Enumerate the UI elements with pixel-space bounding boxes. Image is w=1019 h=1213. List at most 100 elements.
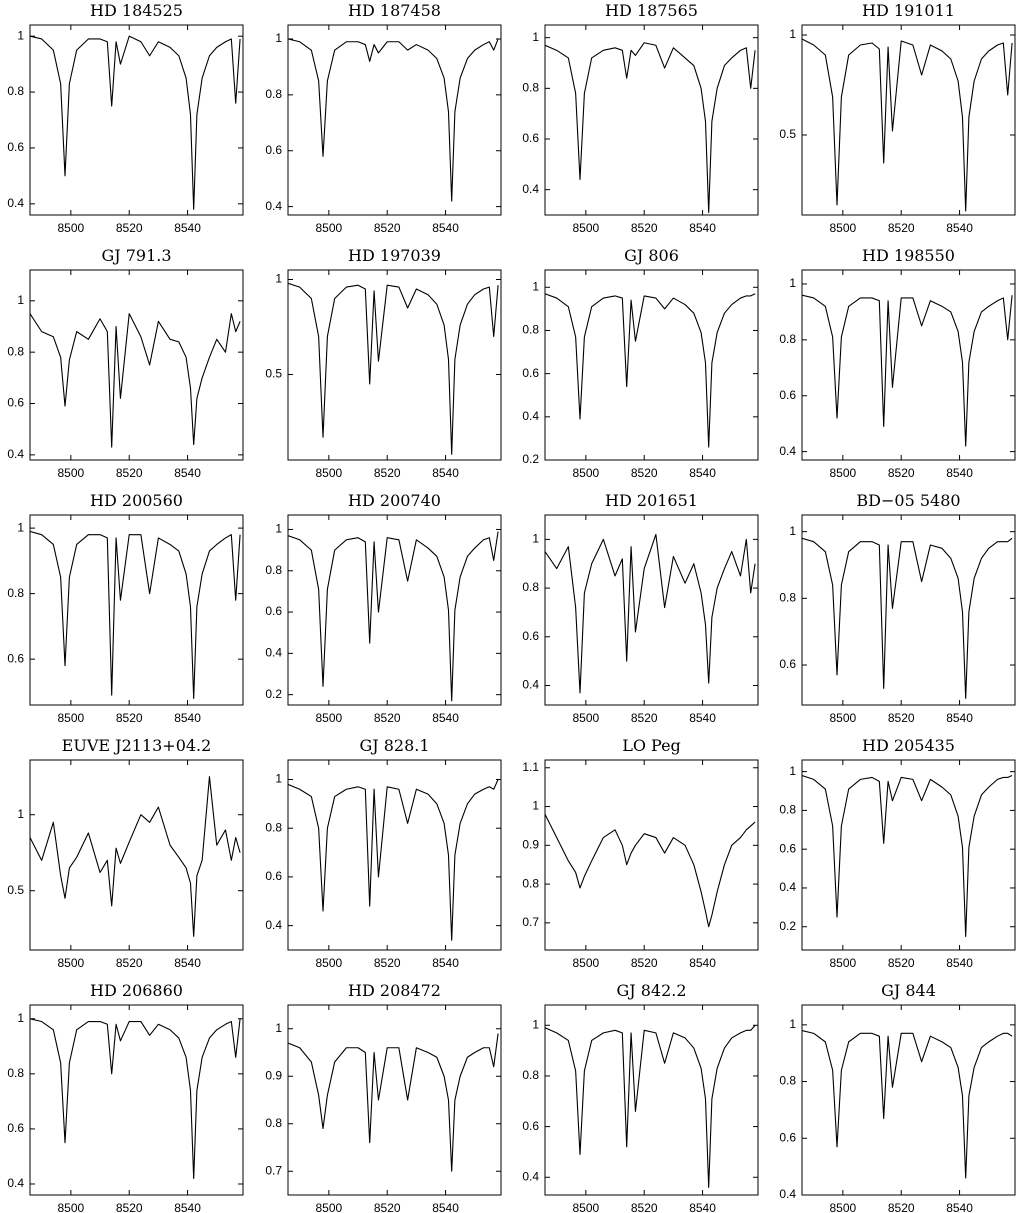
x-tick-label: 8500 <box>57 711 84 725</box>
x-tick-label: 8520 <box>888 711 915 725</box>
spectrum-line <box>30 1018 241 1180</box>
spectrum-line <box>802 1029 1013 1179</box>
plot-frame <box>287 514 502 706</box>
y-tick-label: 0.6 <box>779 657 796 671</box>
panel: GJ 791.3 0.4 0.6 0.8 1 8500 8520 8540 <box>7 246 244 480</box>
y-tick-label: 0.8 <box>265 87 282 101</box>
x-tick-label: 8520 <box>374 711 401 725</box>
y-tick-label: 1 <box>275 522 282 536</box>
spectrum-line <box>288 779 499 941</box>
x-tick-label: 8500 <box>57 1201 84 1213</box>
panel: HD 197039 0.5 1 8500 8520 8540 <box>265 246 502 480</box>
plot-frame <box>287 1004 502 1196</box>
plot-frame <box>544 514 759 706</box>
plot-frame <box>29 759 244 951</box>
plot-frame <box>287 759 502 951</box>
panel-title: HD 187458 <box>348 1 441 20</box>
y-tick-label: 0.8 <box>7 344 24 358</box>
x-tick-label: 8540 <box>946 711 973 725</box>
panel-title: HD 198550 <box>862 246 955 265</box>
y-tick-label: 0.4 <box>779 880 796 894</box>
y-tick-label: 1 <box>532 799 539 813</box>
panel: GJ 844 0.4 0.6 0.8 1 8500 8520 8540 <box>779 981 1016 1213</box>
y-tick-label: 1 <box>17 293 24 307</box>
y-tick-label: 0.8 <box>265 1116 282 1130</box>
y-tick-label: 1 <box>275 772 282 786</box>
x-tick-label: 8500 <box>572 466 599 480</box>
y-tick-label: 0.4 <box>522 182 539 196</box>
y-tick-label: 1 <box>17 1011 24 1025</box>
panel-title: GJ 844 <box>881 981 936 1000</box>
spectrum-line <box>802 38 1013 212</box>
y-tick-label: 1 <box>17 807 24 821</box>
y-tick-label: 0.4 <box>522 678 539 692</box>
plot-frame <box>801 514 1016 706</box>
y-tick-label: 0.6 <box>779 388 796 402</box>
x-tick-label: 8520 <box>631 956 658 970</box>
x-tick-label: 8540 <box>174 221 201 235</box>
y-tick-label: 0.7 <box>522 915 539 929</box>
y-tick-label: 0.6 <box>265 604 282 618</box>
y-tick-label: 0.9 <box>265 1068 282 1082</box>
y-tick-label: 0.2 <box>779 919 796 933</box>
x-tick-label: 8540 <box>946 466 973 480</box>
panel-title: LO Peg <box>622 736 681 755</box>
y-tick-label: 1 <box>275 1021 282 1035</box>
y-tick-label: 0.4 <box>265 918 282 932</box>
y-tick-label: 0.6 <box>522 131 539 145</box>
y-tick-label: 0.8 <box>779 803 796 817</box>
spectrum-line <box>802 537 1013 699</box>
panel-title: HD 191011 <box>862 1 955 20</box>
x-tick-label: 8500 <box>572 711 599 725</box>
y-tick-label: 0.8 <box>7 586 24 600</box>
plot-frame <box>801 24 1016 216</box>
plot-frame <box>287 24 502 216</box>
spectrum-line <box>545 1024 756 1188</box>
x-tick-label: 8540 <box>432 221 459 235</box>
y-tick-label: 1 <box>789 524 796 538</box>
y-tick-label: 1 <box>789 1017 796 1031</box>
spectrum-line <box>802 774 1013 937</box>
x-tick-label: 8520 <box>631 711 658 725</box>
y-tick-label: 0.6 <box>522 366 539 380</box>
y-tick-label: 1 <box>275 31 282 45</box>
y-tick-label: 0.8 <box>522 1068 539 1082</box>
x-tick-label: 8500 <box>572 1201 599 1213</box>
spectrum-line <box>30 776 241 937</box>
spectrum-line <box>288 38 499 202</box>
x-tick-label: 8540 <box>689 711 716 725</box>
y-tick-label: 0.6 <box>7 140 24 154</box>
y-tick-label: 0.2 <box>265 687 282 701</box>
x-tick-label: 8540 <box>689 221 716 235</box>
y-tick-label: 0.8 <box>779 591 796 605</box>
y-tick-label: 0.8 <box>779 1074 796 1088</box>
y-tick-label: 1 <box>789 276 796 290</box>
y-tick-label: 0.2 <box>522 452 539 466</box>
panel-title: HD 205435 <box>862 736 955 755</box>
spectrum-line <box>545 293 756 448</box>
x-tick-label: 8520 <box>116 711 143 725</box>
x-tick-label: 8500 <box>572 956 599 970</box>
panel: HD 198550 0.4 0.6 0.8 1 8500 8520 8540 <box>779 246 1016 480</box>
y-tick-label: 0.8 <box>522 81 539 95</box>
y-tick-label: 0.8 <box>779 332 796 346</box>
x-tick-label: 8520 <box>116 956 143 970</box>
y-tick-label: 0.4 <box>265 646 282 660</box>
spectrum-line <box>288 531 499 702</box>
y-tick-label: 0.6 <box>265 143 282 157</box>
x-tick-label: 8500 <box>829 711 856 725</box>
spectrum-line <box>545 814 756 928</box>
panel: HD 200740 0.2 0.4 0.6 0.8 1 8500 8520 8540 <box>265 491 502 725</box>
x-tick-label: 8540 <box>174 956 201 970</box>
panel-title: HD 197039 <box>348 246 441 265</box>
x-tick-label: 8500 <box>572 221 599 235</box>
y-tick-label: 1 <box>17 28 24 42</box>
x-tick-label: 8540 <box>689 466 716 480</box>
y-tick-label: 0.6 <box>779 1130 796 1144</box>
y-tick-label: 0.6 <box>522 1119 539 1133</box>
spectrum-line <box>30 35 241 210</box>
y-tick-label: 1 <box>532 532 539 546</box>
panel: HD 191011 0.5 1 8500 8520 8540 <box>779 1 1016 235</box>
panel: HD 187565 0.4 0.6 0.8 1 8500 8520 8540 <box>522 1 759 235</box>
